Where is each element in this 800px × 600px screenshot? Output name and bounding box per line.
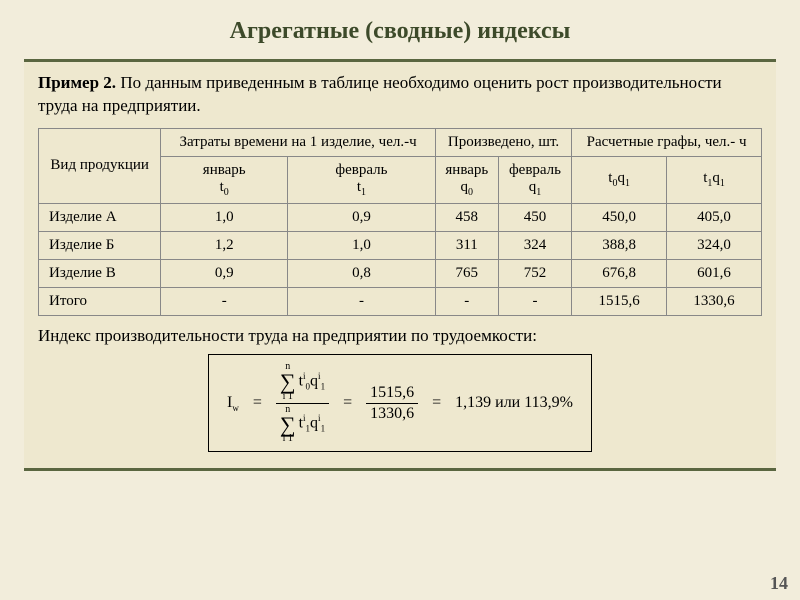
col-rowlabel: Вид продукции: [39, 128, 161, 203]
cell-name: Итого: [39, 287, 161, 315]
cell: 450: [498, 203, 571, 231]
table-row: Изделие В 0,9 0,8 765 752 676,8 601,6: [39, 259, 762, 287]
cell: 311: [435, 231, 498, 259]
equals-sign: =: [432, 394, 441, 412]
formula-value-fraction: 1515,6 1330,6: [366, 383, 418, 423]
col-t1: февраль t1: [288, 156, 436, 203]
example-body: По данным приведенным в таблице необходи…: [38, 73, 722, 115]
table-row: Изделие Б 1,2 1,0 311 324 388,8 324,0: [39, 231, 762, 259]
cell: -: [161, 287, 288, 315]
cell: 0,9: [288, 203, 436, 231]
col-group-3: Расчетные графы, чел.- ч: [572, 128, 762, 156]
cell: 0,8: [288, 259, 436, 287]
cell: 324,0: [667, 231, 762, 259]
table-row-total: Итого - - - - 1515,6 1330,6: [39, 287, 762, 315]
cell: 1330,6: [667, 287, 762, 315]
example-label: Пример 2.: [38, 73, 116, 92]
cell: 0,9: [161, 259, 288, 287]
cell: 458: [435, 203, 498, 231]
cell: 450,0: [572, 203, 667, 231]
cell: 752: [498, 259, 571, 287]
cell-name: Изделие В: [39, 259, 161, 287]
cell: 1,0: [288, 231, 436, 259]
cell-name: Изделие Б: [39, 231, 161, 259]
content-panel: Пример 2. По данным приведенным в таблиц…: [24, 59, 776, 471]
slide-title: Агрегатные (сводные) индексы: [0, 0, 800, 59]
formula-container: Iw = n∑i 1 ti0qi1 n∑i 1 ti1qi1 =: [38, 354, 762, 453]
cell: 1,0: [161, 203, 288, 231]
cell: 1,2: [161, 231, 288, 259]
col-t1q1: t1q1: [667, 156, 762, 203]
cell: -: [435, 287, 498, 315]
cell: -: [498, 287, 571, 315]
formula-lhs: Iw: [227, 394, 239, 413]
table-row: Изделие А 1,0 0,9 458 450 450,0 405,0: [39, 203, 762, 231]
table-header-row-1: Вид продукции Затраты времени на 1 издел…: [39, 128, 762, 156]
equals-sign: =: [253, 394, 262, 412]
formula-result: 1,139 или 113,9%: [455, 394, 573, 412]
cell-name: Изделие А: [39, 203, 161, 231]
cell: 765: [435, 259, 498, 287]
cell: -: [288, 287, 436, 315]
col-group-2: Произведено, шт.: [435, 128, 571, 156]
col-q1: февраль q1: [498, 156, 571, 203]
data-table: Вид продукции Затраты времени на 1 издел…: [38, 128, 762, 316]
equals-sign: =: [343, 394, 352, 412]
cell: 601,6: [667, 259, 762, 287]
example-text: Пример 2. По данным приведенным в таблиц…: [38, 72, 762, 118]
cell: 324: [498, 231, 571, 259]
cell: 676,8: [572, 259, 667, 287]
page-number: 14: [770, 573, 788, 594]
col-group-1: Затраты времени на 1 изделие, чел.-ч: [161, 128, 435, 156]
formula-box: Iw = n∑i 1 ti0qi1 n∑i 1 ti1qi1 =: [208, 354, 592, 453]
col-t0q1: t0q1: [572, 156, 667, 203]
formula-main-fraction: n∑i 1 ti0qi1 n∑i 1 ti1qi1: [276, 361, 329, 446]
col-t0: январь t0: [161, 156, 288, 203]
index-caption: Индекс производительности труда на предп…: [38, 326, 762, 346]
cell: 388,8: [572, 231, 667, 259]
col-q0: январь q0: [435, 156, 498, 203]
cell: 1515,6: [572, 287, 667, 315]
cell: 405,0: [667, 203, 762, 231]
